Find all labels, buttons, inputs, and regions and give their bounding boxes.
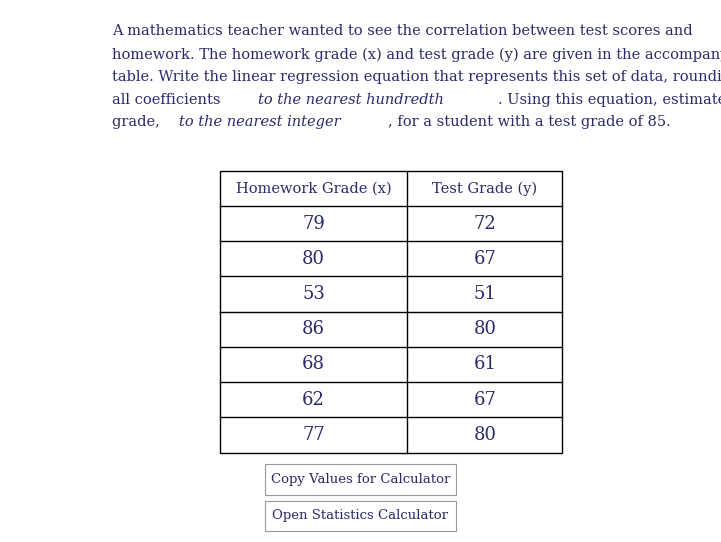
Text: A mathematics teacher wanted to see the correlation between test scores and: A mathematics teacher wanted to see the … [112,24,692,38]
Text: 79: 79 [302,215,325,233]
Text: Copy Values for Calculator: Copy Values for Calculator [271,473,450,486]
Text: 61: 61 [474,356,496,373]
Text: 53: 53 [302,285,325,303]
Text: 80: 80 [474,426,496,444]
Text: Homework Grade (x): Homework Grade (x) [236,182,392,195]
Text: 68: 68 [302,356,325,373]
Text: homework. The homework grade (x) and test grade (y) are given in the accompanyin: homework. The homework grade (x) and tes… [112,47,721,62]
Text: 80: 80 [474,320,496,338]
Text: 62: 62 [302,391,325,409]
Text: 72: 72 [474,215,496,233]
Text: grade,: grade, [112,115,164,130]
Text: 51: 51 [474,285,496,303]
Text: 86: 86 [302,320,325,338]
Text: all coefficients: all coefficients [112,93,225,107]
Bar [265,464,456,495]
Text: to the nearest hundredth: to the nearest hundredth [257,93,443,107]
Text: 67: 67 [474,391,496,409]
Text: Test Grade (y): Test Grade (y) [433,181,537,196]
Bar [265,501,456,531]
Text: Open Statistics Calculator: Open Statistics Calculator [273,509,448,522]
Text: . Using this equation, estimate the homework: . Using this equation, estimate the home… [497,93,721,107]
Text: table. Write the linear regression equation that represents this set of data, ro: table. Write the linear regression equat… [112,70,721,84]
Text: 67: 67 [474,250,496,268]
Text: , for a student with a test grade of 85.: , for a student with a test grade of 85. [388,115,671,130]
Text: 77: 77 [302,426,325,444]
Text: 80: 80 [302,250,325,268]
Text: to the nearest integer: to the nearest integer [180,115,341,130]
